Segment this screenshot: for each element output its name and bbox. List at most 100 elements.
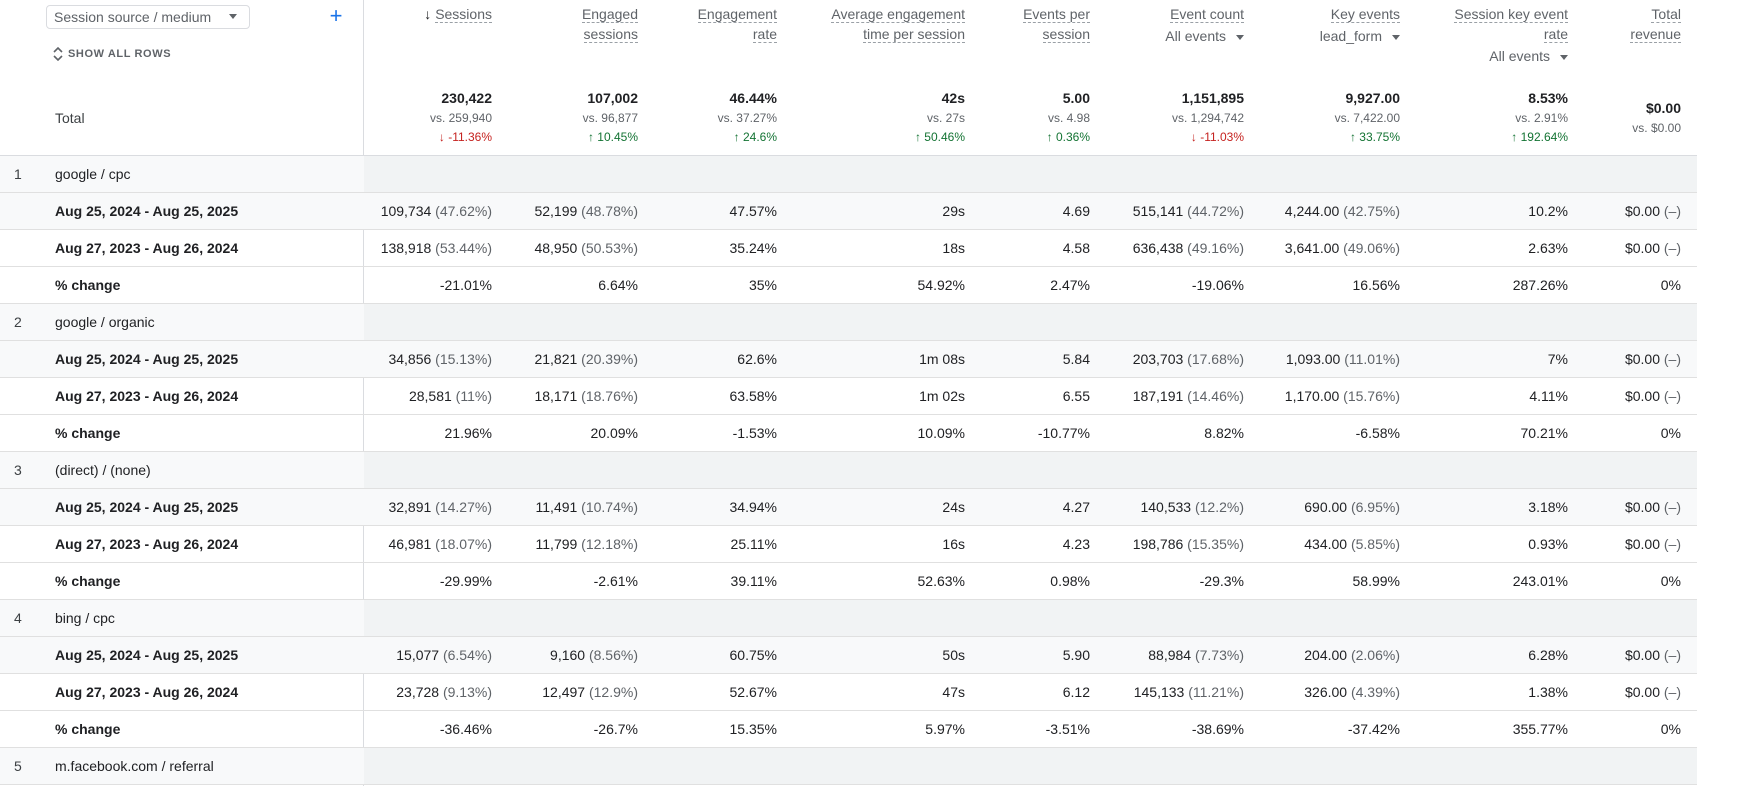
- show-all-rows-label: SHOW ALL ROWS: [68, 48, 172, 60]
- group-row[interactable]: 1 google / cpc: [0, 156, 1697, 193]
- table-row: % change 21.96% 20.09% -1.53% 10.09% -10.77% 8…: [0, 415, 1697, 452]
- column-header-skr[interactable]: Session key event rate All events: [1403, 4, 1568, 66]
- cell-value: 34,856: [388, 351, 432, 367]
- group-row[interactable]: 2 google / organic: [0, 304, 1697, 341]
- cell-share: (14.46%): [1183, 388, 1244, 404]
- cell-revenue: $0.00 (–): [1571, 378, 1681, 415]
- cell-value: 10.09%: [917, 425, 965, 441]
- cell-avg_time: 16s: [785, 526, 965, 563]
- cell-engaged: 9,160 (8.56%): [508, 637, 638, 674]
- total-value: 46.44%: [729, 90, 777, 106]
- scrollbar-track[interactable]: [1697, 0, 1738, 786]
- row-dimension-value[interactable]: google / organic: [55, 314, 155, 330]
- column-header-label: Sessions: [435, 6, 492, 23]
- cell-revenue: $0.00 (–): [1571, 674, 1681, 711]
- cell-value: 203,703: [1132, 351, 1184, 367]
- group-row[interactable]: 5 m.facebook.com / referral: [0, 748, 1697, 785]
- cell-value: 52.63%: [917, 573, 965, 589]
- column-header-events_per[interactable]: Events per session: [970, 4, 1090, 44]
- cell-revenue: $0.00 (–): [1571, 526, 1681, 563]
- cell-value: 0%: [1660, 573, 1681, 589]
- cell-value: 515,141: [1132, 203, 1184, 219]
- cell-value: -1.53%: [732, 425, 777, 441]
- total-cell-key_events: 9,927.00 vs. 7,422.00 ↑ 33.75%: [1250, 89, 1400, 145]
- cell-key_events: 16.56%: [1250, 267, 1400, 304]
- cell-value: 3.18%: [1528, 499, 1568, 515]
- cell-share: (42.75%): [1339, 203, 1400, 219]
- show-all-rows-button[interactable]: SHOW ALL ROWS: [52, 45, 171, 63]
- cell-share: (7.73%): [1191, 647, 1244, 663]
- table-row: Aug 25, 2024 - Aug 25, 2025 15,077 (6.54%…: [0, 637, 1697, 674]
- cell-share: (–): [1660, 499, 1681, 515]
- cell-value: $0.00: [1624, 240, 1660, 256]
- column-header-engaged[interactable]: Engaged sessions: [508, 4, 638, 44]
- cell-value: $0.00: [1624, 388, 1660, 404]
- cell-value: 11,799: [535, 536, 578, 552]
- group-row[interactable]: 4 bing / cpc: [0, 600, 1697, 637]
- cell-share: (48.78%): [577, 203, 638, 219]
- row-divider: [0, 303, 1697, 304]
- column-header-eng_rate[interactable]: Engagement rate: [652, 4, 777, 44]
- column-header-key_events[interactable]: Key events lead_form: [1250, 4, 1400, 46]
- row-dimension-value[interactable]: m.facebook.com / referral: [55, 758, 214, 774]
- group-row[interactable]: 3 (direct) / (none): [0, 452, 1697, 489]
- cell-event_count: 198,786 (15.35%): [1094, 526, 1244, 563]
- add-dimension-icon[interactable]: +: [329, 3, 343, 28]
- metric-filter-select[interactable]: lead_form: [1250, 26, 1400, 46]
- cell-engaged: 18,171 (18.76%): [508, 378, 638, 415]
- cell-event_count: 203,703 (17.68%): [1094, 341, 1244, 378]
- cell-value: 16s: [942, 536, 965, 552]
- cell-key_events: 434.00 (5.85%): [1250, 526, 1400, 563]
- row-index: 5: [14, 758, 22, 774]
- cell-value: 1m 02s: [919, 388, 965, 404]
- total-value: 1,151,895: [1181, 90, 1244, 106]
- metric-filter-select[interactable]: All events: [1094, 26, 1244, 46]
- row-label: Aug 25, 2024 - Aug 25, 2025: [55, 647, 239, 663]
- total-change: ↓ -11.36%: [438, 130, 492, 144]
- column-header-avg_time[interactable]: Average engagement time per session: [785, 4, 965, 44]
- cell-value: -36.46%: [439, 721, 492, 737]
- cell-value: 0.98%: [1050, 573, 1090, 589]
- cell-eng_rate: 35.24%: [652, 230, 777, 267]
- dimension-select[interactable]: Session source / medium: [46, 5, 250, 29]
- cell-value: 54.92%: [917, 277, 965, 293]
- row-label: % change: [55, 721, 121, 737]
- cell-value: 7%: [1547, 351, 1568, 367]
- cell-events_per: -10.77%: [970, 415, 1090, 452]
- cell-revenue: 0%: [1571, 563, 1681, 600]
- row-dimension-value[interactable]: bing / cpc: [55, 610, 115, 626]
- column-header-label: Average engagement time per session: [831, 6, 965, 43]
- column-header-sessions[interactable]: ↓ Sessions: [352, 4, 492, 24]
- cell-value: 52.67%: [729, 684, 777, 700]
- cell-value: 0.93%: [1528, 536, 1568, 552]
- cell-share: (50.53%): [577, 240, 638, 256]
- cell-share: (11.01%): [1340, 351, 1400, 367]
- row-divider: [0, 710, 1697, 711]
- cell-value: 6.12: [1062, 684, 1090, 700]
- cell-sessions: 21.96%: [352, 415, 492, 452]
- total-value: 107,002: [587, 90, 638, 106]
- group-row-fill: [364, 156, 1697, 193]
- column-header-label: Engaged sessions: [581, 6, 638, 43]
- cell-share: (–): [1660, 684, 1681, 700]
- row-dimension-value[interactable]: google / cpc: [55, 166, 131, 182]
- header-divider: [0, 155, 1697, 156]
- cell-value: -6.58%: [1355, 425, 1400, 441]
- cell-key_events: 3,641.00 (49.06%): [1250, 230, 1400, 267]
- cell-value: 23,728: [396, 684, 440, 700]
- column-header-event_count[interactable]: Event count All events: [1094, 4, 1244, 46]
- cell-value: 187,191: [1132, 388, 1184, 404]
- cell-sessions: 34,856 (15.13%): [352, 341, 492, 378]
- cell-value: 5.84: [1062, 351, 1090, 367]
- group-row-fill: [364, 304, 1697, 341]
- cell-value: -29.99%: [439, 573, 492, 589]
- cell-skr: 3.18%: [1403, 489, 1568, 526]
- metric-filter-select[interactable]: All events: [1403, 46, 1568, 66]
- row-dimension-value[interactable]: (direct) / (none): [55, 462, 151, 478]
- total-comparison: vs. 96,877: [582, 111, 638, 125]
- sort-descending-icon[interactable]: ↓: [424, 6, 432, 22]
- column-header-revenue[interactable]: Total revenue: [1571, 4, 1681, 44]
- cell-skr: 355.77%: [1403, 711, 1568, 748]
- expand-icon: [53, 47, 63, 61]
- cell-share: (20.39%): [577, 351, 638, 367]
